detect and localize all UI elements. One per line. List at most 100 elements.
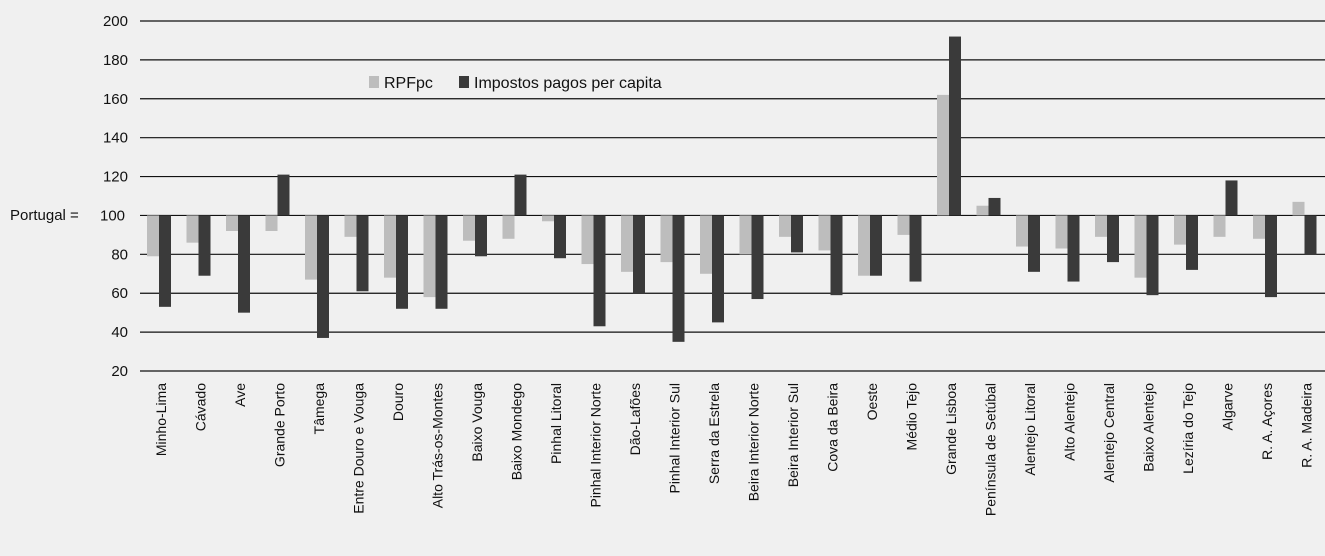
y-tick-label: 20	[111, 363, 128, 380]
bar-rpfpc-15	[739, 215, 752, 255]
bar-impostos-15	[751, 215, 764, 300]
bar-rpfpc-16	[779, 215, 791, 237]
category-label: Minho-Lima	[153, 383, 169, 456]
bar-rpfpc-27	[1213, 215, 1226, 237]
category-label: Baixo Alentejo	[1141, 383, 1157, 472]
bar-impostos-8	[475, 215, 487, 257]
bar-impostos-28	[1265, 215, 1277, 298]
bar-impostos-24	[1107, 215, 1119, 263]
category-label: Beira Interior Norte	[746, 383, 762, 501]
bar-rpfpc-25	[1134, 215, 1147, 278]
baseline-label: Portugal =	[10, 207, 79, 224]
axis-layer: 20 40 60 80 100 120 140 160 180 200 Minho-Lima Cáva…	[100, 13, 1315, 516]
category-label: Tâmega	[311, 383, 327, 435]
category-label: Algarve	[1220, 383, 1236, 431]
bar-impostos-12	[633, 215, 645, 294]
category-label: Ave	[232, 383, 248, 407]
bar-rpfpc-4	[305, 215, 317, 280]
category-label: Dão-Lafões	[627, 383, 643, 455]
category-label: Península de Setúbal	[983, 383, 999, 516]
category-label: Cova da Beira	[825, 383, 841, 472]
bar-impostos-16	[791, 215, 803, 253]
category-label: Baixo Mondego	[509, 383, 525, 481]
category-label: Pinhal Interior Sul	[667, 383, 683, 494]
legend-swatch-impostos	[459, 76, 469, 88]
bar-rpfpc-10	[542, 215, 554, 222]
y-tick-label: 80	[111, 246, 128, 263]
bar-impostos-14	[712, 215, 724, 323]
legend-label-rpfpc: RPFpc	[384, 75, 433, 92]
y-tick-label: 140	[103, 130, 128, 147]
bar-rpfpc-3	[265, 215, 278, 231]
bar-impostos-13	[672, 215, 685, 342]
bar-impostos-7	[435, 215, 448, 309]
bar-impostos-27	[1225, 180, 1238, 216]
bar-impostos-5	[356, 215, 369, 292]
bar-rpfpc-20	[937, 94, 949, 216]
bar-rpfpc-18	[858, 215, 870, 276]
bar-impostos-10	[554, 215, 566, 259]
bar-rpfpc-11	[581, 215, 594, 265]
category-label: Alentejo Litoral	[1022, 383, 1038, 476]
bar-impostos-29	[1304, 215, 1317, 255]
y-tick-label: 180	[103, 52, 128, 69]
category-label: Grande Lisboa	[943, 383, 959, 475]
bar-impostos-25	[1146, 215, 1159, 296]
legend-swatch-rpfpc	[369, 76, 379, 88]
bar-rpfpc-7	[423, 215, 436, 298]
bar-impostos-26	[1186, 215, 1198, 270]
category-label: Cávado	[193, 383, 209, 431]
y-tick-label: 160	[103, 91, 128, 108]
category-label: R. A. Açores	[1259, 383, 1275, 460]
bar-rpfpc-9	[502, 215, 515, 239]
category-label: Pinhal Litoral	[548, 383, 564, 464]
bar-impostos-23	[1067, 215, 1080, 282]
category-label: Médio Tejo	[904, 383, 920, 451]
category-label: Pinhal Interior Norte	[588, 383, 604, 508]
bar-impostos-19	[909, 215, 922, 282]
category-label: R. A. Madeira	[1299, 383, 1315, 468]
bar-rpfpc-5	[344, 215, 357, 237]
bar-impostos-6	[396, 215, 408, 309]
bar-rpfpc-22	[1016, 215, 1028, 247]
y-tick-label: 40	[111, 324, 128, 341]
bar-layer	[147, 36, 1317, 342]
legend: RPFpc Impostos pagos per capita	[369, 75, 662, 92]
bar-rpfpc-8	[463, 215, 475, 241]
bar-rpfpc-29	[1292, 201, 1305, 216]
y-tick-label: 120	[103, 169, 128, 186]
bar-rpfpc-23	[1055, 215, 1068, 249]
bar-impostos-22	[1028, 215, 1040, 272]
bar-rpfpc-13	[660, 215, 673, 263]
bar-impostos-3	[277, 174, 290, 216]
bar-rpfpc-26	[1174, 215, 1186, 245]
bar-impostos-20	[949, 36, 961, 216]
bar-rpfpc-14	[700, 215, 712, 274]
bar-impostos-2	[238, 215, 250, 313]
category-label: Alto Alentejo	[1062, 383, 1078, 461]
bar-rpfpc-2	[226, 215, 238, 231]
bar-rpfpc-28	[1253, 215, 1265, 239]
bar-rpfpc-1	[186, 215, 199, 243]
bar-impostos-1	[198, 215, 211, 276]
legend-label-impostos: Impostos pagos per capita	[474, 75, 662, 92]
bar-rpfpc-21	[976, 205, 989, 216]
bar-impostos-11	[593, 215, 606, 327]
bar-rpfpc-0	[147, 215, 159, 257]
category-label: Alto Trás-os-Montes	[430, 383, 446, 508]
category-label: Entre Douro e Vouga	[351, 383, 367, 514]
bar-rpfpc-19	[897, 215, 910, 235]
bar-rpfpc-24	[1095, 215, 1107, 237]
category-label: Alentejo Central	[1101, 383, 1117, 483]
y-tick-label: 60	[111, 285, 128, 302]
bar-impostos-9	[514, 174, 527, 216]
bar-impostos-17	[830, 215, 843, 296]
bar-rpfpc-17	[818, 215, 831, 251]
bar-impostos-18	[870, 215, 882, 276]
category-label: Serra da Estrela	[706, 383, 722, 484]
y-tick-label: 200	[103, 13, 128, 30]
bar-rpfpc-6	[384, 215, 396, 278]
bar-rpfpc-12	[621, 215, 633, 272]
